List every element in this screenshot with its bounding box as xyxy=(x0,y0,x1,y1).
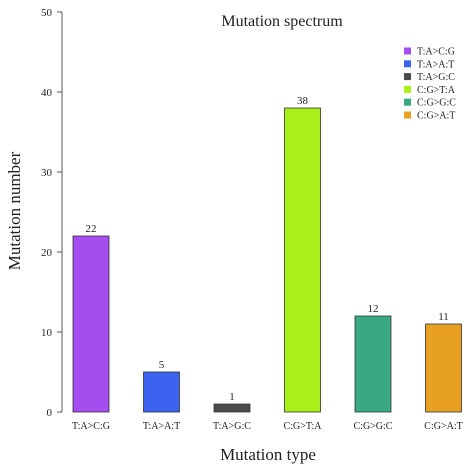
bar-2 xyxy=(143,371,180,413)
x-tick-label: T:A>A:T xyxy=(143,421,180,432)
y-tick-label: 20 xyxy=(41,247,53,259)
legend-label: C:G>T:A xyxy=(417,85,456,96)
legend-swatch xyxy=(404,47,411,55)
x-tick-label: T:A>C:G xyxy=(72,421,110,432)
bar-6 xyxy=(425,323,462,413)
x-tick-label: C:G>T:A xyxy=(284,421,323,432)
data-label: 22 xyxy=(86,223,97,235)
data-label: 12 xyxy=(368,303,379,315)
legend-swatch xyxy=(404,111,411,119)
y-axis-ticks: 0 10 20 30 40 50 xyxy=(41,7,62,419)
y-tick-label: 30 xyxy=(41,167,53,179)
x-tick-label: T:A>G:C xyxy=(213,421,251,432)
data-label: 1 xyxy=(229,391,235,403)
legend-swatch xyxy=(404,73,411,81)
data-label: 38 xyxy=(297,95,309,107)
bar-1 xyxy=(72,235,110,413)
data-label: 11 xyxy=(438,311,449,323)
legend-label: C:G>A:T xyxy=(417,111,455,122)
bars: 22 T:A>C:G 5 T:A>A:T 1 T:A>G:C 38 C:G>T:A 12 C:G>… xyxy=(72,95,463,432)
legend-swatch xyxy=(404,60,411,68)
legend-label: T:A>G:C xyxy=(417,72,455,83)
legend-label: T:A>C:G xyxy=(417,47,455,58)
y-tick-label: 10 xyxy=(41,327,53,339)
legend: T:A>C:GT:A>A:T T:A>G:C C:G>T:A C:G>G:C C:G>A… xyxy=(404,47,456,122)
legend-swatch xyxy=(404,85,411,93)
y-axis-label: Mutation number xyxy=(5,151,24,270)
x-axis-label: Mutation type xyxy=(220,445,316,464)
bar-3 xyxy=(213,403,251,413)
x-tick-label: C:G>A:T xyxy=(424,421,462,432)
y-tick-label: 40 xyxy=(41,87,53,99)
legend-swatch xyxy=(404,98,411,106)
bar-5 xyxy=(354,315,392,413)
legend-label: C:G>G:C xyxy=(417,98,456,109)
legend-label: T:A>A:T xyxy=(417,59,454,70)
data-label: 5 xyxy=(159,359,165,371)
y-tick-label: 0 xyxy=(47,407,53,419)
bar-4 xyxy=(284,107,321,413)
x-tick-label: C:G>G:C xyxy=(354,421,393,432)
y-tick-label: 50 xyxy=(41,7,53,19)
chart-title: Mutation spectrum xyxy=(221,13,343,30)
